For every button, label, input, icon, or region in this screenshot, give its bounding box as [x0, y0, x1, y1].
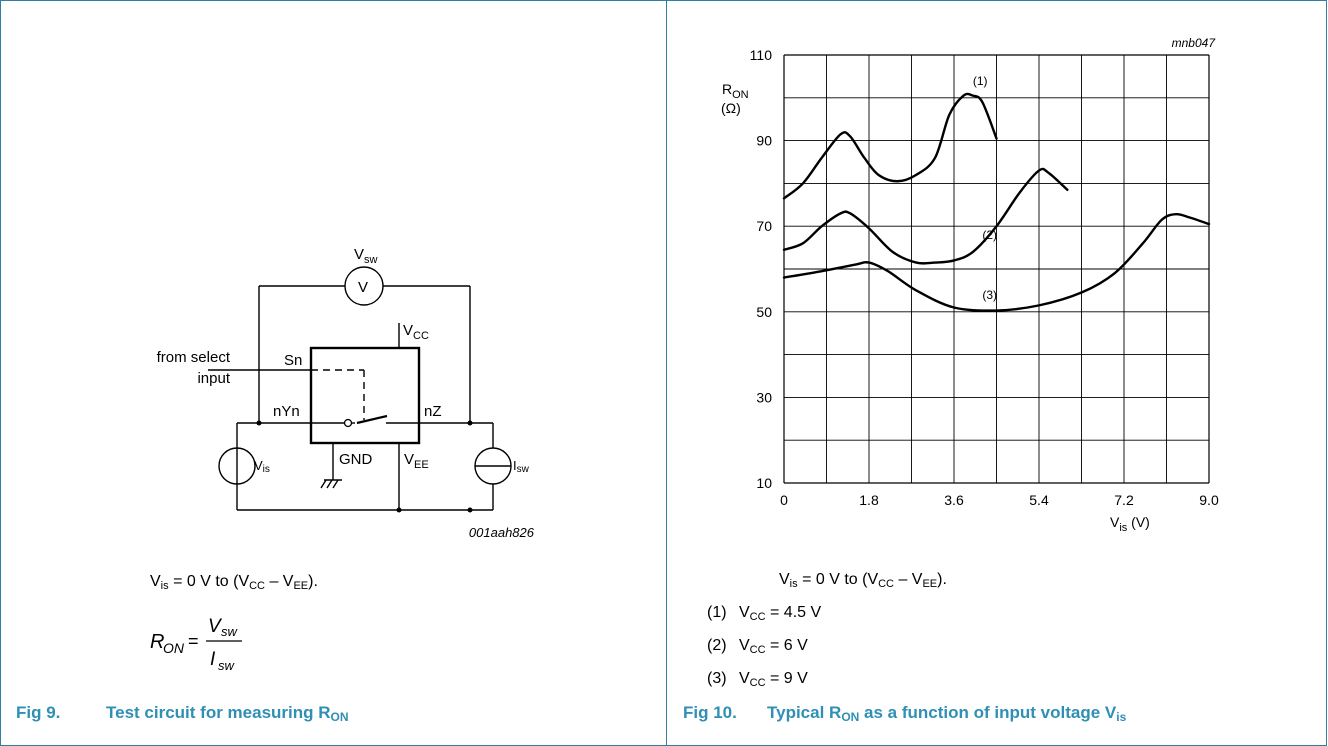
svg-text:Vsw: Vsw: [354, 246, 378, 266]
series-line-1: [782, 92, 998, 200]
x-axis-label: Vis (V): [1110, 514, 1150, 534]
test-circuit-diagram: Vsw V VCC from select input Sn nYn nZ GN…: [157, 246, 535, 540]
y-tick-label: 50: [756, 304, 772, 320]
y-tick-label: 90: [756, 133, 772, 149]
fig9-caption: Fig 9. Test circuit for measuring RON: [16, 703, 349, 724]
column-divider: [666, 0, 667, 746]
svg-text:sw: sw: [221, 624, 239, 639]
svg-text:R: R: [150, 631, 164, 653]
svg-text:V: V: [208, 616, 223, 637]
svg-text:nZ: nZ: [424, 403, 442, 420]
svg-text:Sn: Sn: [284, 352, 302, 369]
y-axis-label: RON: [722, 81, 749, 101]
x-tick-label: 7.2: [1114, 492, 1134, 508]
svg-text:GND: GND: [339, 451, 373, 468]
svg-text:=: =: [188, 631, 199, 651]
svg-text:Isw: Isw: [513, 458, 530, 475]
switch-chip-box: [309, 346, 421, 445]
x-tick-label: 5.4: [1029, 492, 1049, 508]
svg-text:sw: sw: [218, 658, 236, 673]
ron-formula: R ON = V sw I sw: [150, 616, 242, 673]
series-label-2: (2): [982, 228, 997, 242]
legend-item-1: (1) VCC = 4.5 V: [707, 604, 822, 623]
svg-text:V: V: [358, 279, 368, 296]
fig9-condition-note: Vis = 0 V to (VCC – VEE).: [150, 573, 318, 592]
svg-text:Vis: Vis: [254, 458, 270, 475]
x-tick-label: 0: [780, 492, 788, 508]
y-tick-label: 30: [756, 389, 772, 405]
y-tick-label: 10: [756, 475, 772, 491]
svg-text:VCC: VCC: [403, 322, 429, 342]
voltmeter-symbol: [344, 266, 384, 306]
svg-text:nYn: nYn: [273, 403, 300, 420]
series-label-3: (3): [982, 288, 997, 302]
legend-item-3: (3) VCC = 9 V: [707, 670, 808, 689]
svg-text:ON: ON: [163, 640, 185, 656]
svg-text:input: input: [197, 370, 230, 387]
diagram-id: 001aah826: [469, 525, 535, 540]
fig10-caption: Fig 10. Typical RON as a function of inpu…: [683, 703, 1127, 724]
chart-id-label: mnb047: [1172, 36, 1217, 50]
series-line-2: [782, 167, 1069, 265]
svg-text:VEE: VEE: [404, 451, 429, 471]
y-axis-unit: (Ω): [721, 100, 741, 116]
x-tick-label: 1.8: [859, 492, 879, 508]
x-tick-label: 3.6: [944, 492, 964, 508]
y-tick-label: 110: [750, 47, 773, 63]
fig10-condition-note: Vis = 0 V to (VCC – VEE).: [779, 571, 947, 590]
svg-text:from select: from select: [157, 349, 231, 366]
x-tick-label: 9.0: [1199, 492, 1219, 508]
legend-item-2: (2) VCC = 6 V: [707, 637, 808, 656]
series-label-1: (1): [973, 74, 988, 88]
series-line-3: [782, 212, 1211, 312]
svg-text:I: I: [210, 649, 216, 670]
y-tick-label: 70: [756, 218, 772, 234]
